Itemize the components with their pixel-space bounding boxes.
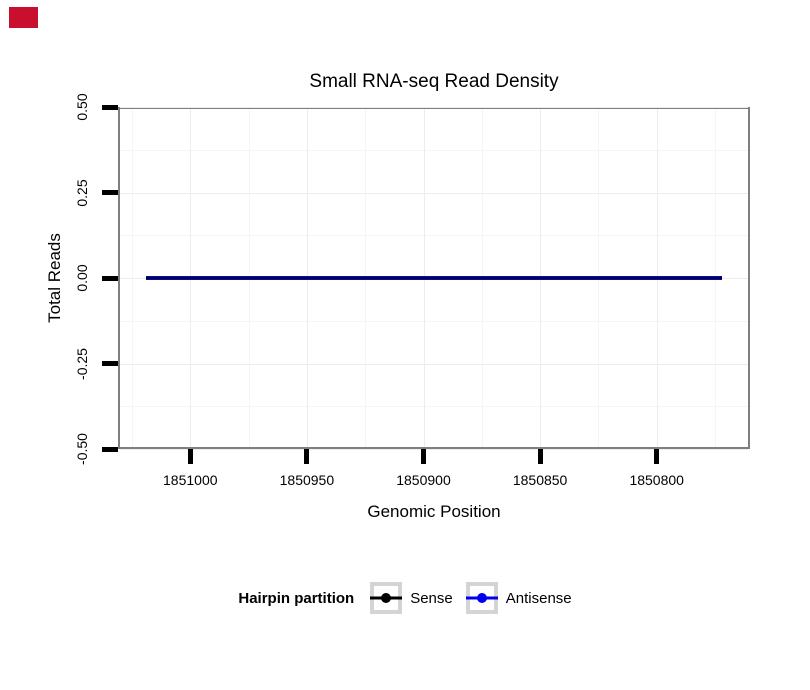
legend-label-antisense: Antisense [505,589,572,607]
x-tick-label: 1850900 [396,472,451,488]
y-axis-tick [102,446,118,452]
y-tick-label: -0.50 [74,433,90,465]
legend-label-sense: Sense [410,589,453,607]
y-axis-title: Total Reads [45,233,64,323]
y-tick-label: -0.25 [74,347,90,380]
legend: Hairpin partition Sense Antisense [0,581,810,615]
x-axis-tick [537,449,543,464]
legend-title: Hairpin partition [238,589,355,607]
antisense-point-glyph [476,593,487,603]
red-marker-box [9,7,38,28]
gridline-major-h [120,363,748,365]
gridline-minor-h [120,235,748,237]
sense-point-glyph [381,593,392,603]
x-axis-tick [187,449,193,464]
gridline-minor-h [120,320,748,322]
x-axis-tick [304,449,310,464]
y-axis-tick [102,104,118,110]
chart-title: Small RNA-seq Read Density [309,71,559,92]
y-axis-tick [102,275,118,281]
x-tick-label: 1851000 [163,472,218,488]
x-tick-label: 1850800 [629,472,684,488]
legend-key-antisense-icon [465,582,498,614]
x-axis-title: Genomic Position [367,502,501,521]
y-tick-label: 0.00 [74,264,90,292]
x-tick-label: 1850950 [279,472,335,488]
gridline-major-h [120,278,748,279]
x-axis-tick [654,449,660,464]
plot-panel [118,107,750,450]
y-axis-tick [102,190,118,195]
gridline-major-h [120,192,748,194]
gridline-minor-h [120,406,748,408]
gridline-major-h [120,449,748,450]
y-tick-label: 0.50 [74,93,90,121]
gridline-minor-h [120,149,748,151]
y-axis-tick [102,361,118,366]
x-axis-tick [421,449,426,464]
gridline-major-h [120,107,748,108]
x-tick-label: 1850850 [512,472,568,488]
y-tick-label: 0.25 [74,178,90,207]
legend-key-sense-icon [370,582,403,614]
